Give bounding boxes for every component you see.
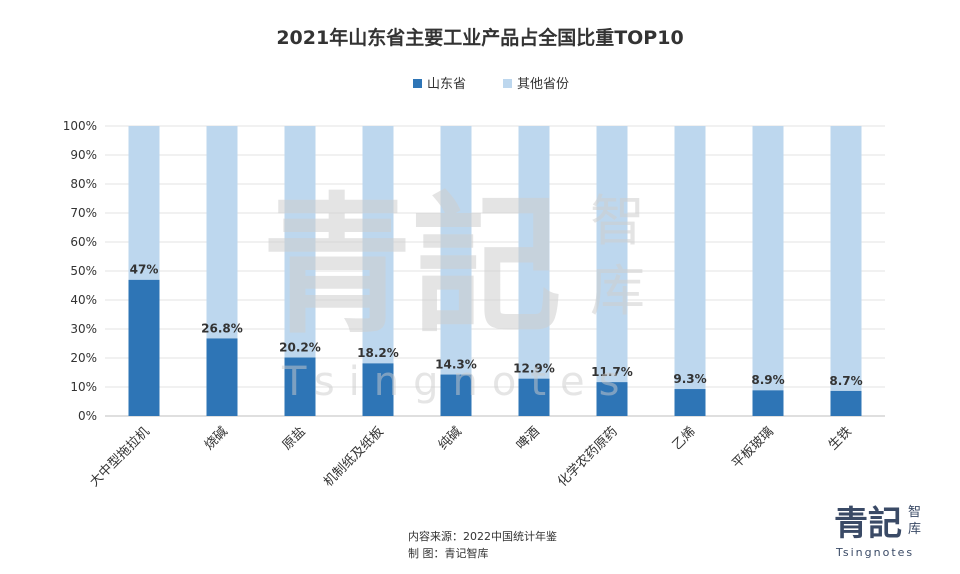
logo-latin: Tsingnotes — [835, 546, 914, 559]
x-category-label: 原盐 — [280, 424, 309, 453]
bar-others — [830, 126, 862, 391]
bar-shandong — [830, 390, 862, 416]
data-label: 12.9% — [513, 362, 555, 376]
bar-others — [752, 126, 784, 391]
bar-others — [128, 126, 160, 280]
bar-others — [518, 126, 550, 379]
data-label: 26.8% — [201, 321, 243, 335]
y-tick-label: 80% — [70, 177, 97, 191]
logo-sub1: 智 — [908, 505, 921, 520]
bar-shandong — [362, 363, 394, 416]
x-category-label: 啤酒 — [514, 424, 543, 453]
logo-sub2: 库 — [908, 521, 921, 537]
y-tick-label: 60% — [70, 235, 97, 249]
source-note: 内容来源：2022中国统计年鉴 — [408, 529, 557, 543]
bar-shandong — [752, 390, 784, 416]
bars — [128, 126, 862, 416]
bar-others — [674, 126, 706, 390]
y-tick-label: 20% — [70, 351, 97, 365]
data-label: 9.3% — [673, 372, 706, 386]
watermark-main: 青記 — [262, 178, 562, 354]
data-label: 20.2% — [279, 340, 321, 354]
bar-shandong — [518, 378, 550, 416]
y-tick-label: 50% — [70, 264, 97, 278]
y-tick-label: 40% — [70, 293, 97, 307]
data-label: 8.9% — [751, 373, 784, 387]
chart-title: 2021年山东省主要工业产品占全国比重TOP10 — [276, 26, 683, 49]
bar-others — [284, 126, 316, 358]
bar-shandong — [206, 338, 238, 416]
x-category-label: 大中型拖拉机 — [87, 424, 153, 490]
x-category-label: 生铁 — [826, 424, 855, 453]
y-tick-label: 90% — [70, 148, 97, 162]
legend-label-others: 其他省份 — [517, 77, 569, 92]
bar-shandong — [596, 382, 628, 416]
made-by-note: 制 图：青记智库 — [408, 546, 489, 560]
data-labels: 47% 26.8% 20.2% 18.2% 14.3% 12.9% 11.7% 9.3% 8.9… — [130, 263, 863, 388]
y-tick-label: 30% — [70, 322, 97, 336]
y-tick-label: 100% — [63, 119, 97, 133]
logo-main: 青記 — [834, 504, 902, 544]
bar-shandong — [284, 357, 316, 416]
bar-others — [206, 126, 238, 339]
data-label: 18.2% — [357, 346, 399, 360]
watermark-sub2: 库 — [590, 259, 645, 323]
y-axis-ticks: 0% 10% 20% 30% 40% 50% 60% 70% 80% 90% 100% — [63, 119, 97, 423]
bar-shandong — [440, 374, 472, 416]
data-label: 11.7% — [591, 365, 633, 379]
legend-swatch-others — [503, 79, 512, 88]
watermark-latin: Tsingnotes — [281, 359, 633, 405]
x-category-label: 烧碱 — [202, 424, 231, 453]
y-tick-label: 0% — [78, 409, 97, 423]
x-axis-categories: 大中型拖拉机 烧碱 原盐 机制纸及纸板 纯碱 啤酒 化学农药原药 乙烯 平板玻璃 生铁 — [87, 424, 855, 490]
legend: 山东省 其他省份 — [413, 77, 569, 92]
legend-swatch-shandong — [413, 79, 422, 88]
bar-others — [362, 126, 394, 364]
legend-label-shandong: 山东省 — [427, 77, 466, 92]
x-category-label: 平板玻璃 — [729, 424, 776, 471]
data-label: 47% — [130, 263, 159, 277]
y-tick-label: 70% — [70, 206, 97, 220]
bar-shandong — [128, 279, 160, 416]
bar-others — [596, 126, 628, 383]
bar-others — [440, 126, 472, 375]
x-category-label: 纯碱 — [436, 424, 465, 453]
x-category-label: 乙烯 — [670, 424, 699, 453]
x-category-label: 化学农药原药 — [554, 424, 620, 490]
y-tick-label: 10% — [70, 380, 97, 394]
watermark-sub1: 智 — [590, 189, 645, 253]
brand-logo: 青記 智 库 Tsingnotes — [834, 504, 921, 559]
x-category-label: 机制纸及纸板 — [321, 424, 387, 490]
data-label: 14.3% — [435, 358, 477, 372]
data-label: 8.7% — [829, 374, 862, 388]
bar-shandong — [674, 389, 706, 416]
watermark: 青記 智 库 Tsingnotes — [262, 178, 645, 405]
